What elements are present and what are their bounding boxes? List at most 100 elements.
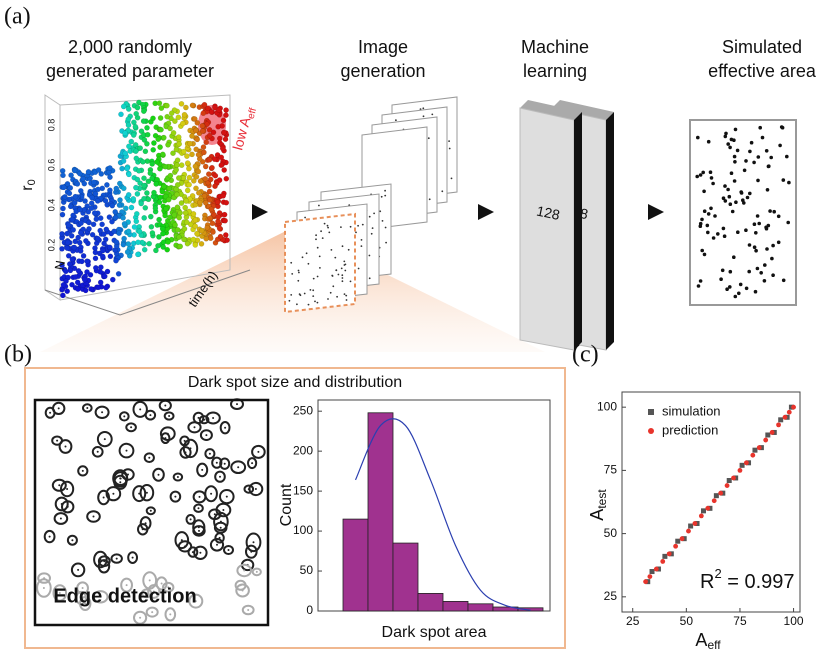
scatter3d-dot [207, 157, 212, 162]
scatter3d-dot [112, 229, 117, 234]
scatter3d-dot [82, 181, 87, 186]
edge-core [60, 518, 62, 520]
x-tick-label: 25 [626, 614, 640, 628]
scatter3d-dot [164, 103, 169, 108]
edge-core [224, 427, 226, 429]
scatter3d-dot [113, 258, 118, 263]
sim-dot [759, 271, 763, 275]
layer-dot [304, 217, 306, 219]
scatter3d-dot [76, 268, 81, 273]
layer-dot [290, 294, 292, 296]
layer-dot [312, 289, 314, 291]
sim-dot [706, 224, 710, 228]
edge-core [220, 527, 222, 529]
sim-dot [721, 269, 725, 273]
scatter3d-dot [80, 176, 85, 181]
scatter3d-dot [184, 220, 189, 225]
layer-dot [362, 224, 364, 226]
sim-dot [744, 228, 748, 232]
point [757, 445, 762, 450]
scatter3d-dot [107, 188, 112, 193]
scatter3d-dot [118, 112, 123, 117]
sim-dot [785, 155, 789, 159]
scatter3d-dot [200, 123, 205, 128]
sim-dot [723, 234, 727, 238]
sim-dot [782, 178, 786, 182]
sim-dot [765, 247, 769, 251]
scatter3d-dot [181, 237, 186, 242]
scatter3d-dot [148, 171, 153, 176]
scatter3d-dot [224, 200, 229, 205]
edge-core [194, 426, 196, 428]
edge-core [146, 492, 148, 494]
scatter3d-dot [135, 177, 140, 182]
sim-dot [746, 196, 750, 200]
bar [468, 604, 493, 611]
scatter3d-dot [174, 192, 179, 197]
scatter3d-dot [215, 200, 220, 205]
layer-dot [310, 289, 312, 291]
point [675, 539, 680, 544]
point [647, 574, 652, 579]
scatter3d-dot [217, 136, 222, 141]
edge-core [205, 434, 207, 436]
layer-dot [448, 140, 450, 142]
edge-core [216, 462, 218, 464]
axis-label: r0 [19, 179, 38, 190]
scatter3d-dot [86, 220, 91, 225]
y-tick-label: 100 [293, 523, 313, 537]
edge-core [242, 590, 244, 592]
step-titles: 2,000 randomly generated parameter Image… [46, 37, 817, 81]
layer-dot [317, 302, 319, 304]
scatter3d-dot [223, 137, 228, 142]
edge-core [251, 462, 253, 464]
sim-dot [734, 295, 738, 299]
scatter3d-dot [100, 222, 105, 227]
scatter3d-dot [107, 215, 112, 220]
sim-dot [767, 165, 771, 169]
scatter3d-dot [142, 247, 147, 252]
layer-dot [318, 205, 320, 207]
layer-dot [314, 301, 316, 303]
y-tick-label: 200 [293, 443, 313, 457]
sim-dot [787, 181, 791, 185]
layer-dot [313, 278, 315, 280]
scatter3d-dot [110, 203, 115, 208]
annotation-main: R [700, 571, 714, 593]
scatter3d-dot [223, 113, 228, 118]
scatter3d-dot [73, 274, 78, 279]
sim-dot [716, 232, 720, 236]
scatter3d-dot [171, 130, 176, 135]
edge-core [184, 545, 186, 547]
y-tick-label: 100 [597, 399, 617, 413]
sim-dot [722, 196, 726, 200]
scatter3d-dot [186, 166, 191, 171]
panel-label: (b) [4, 342, 32, 368]
point [667, 551, 672, 556]
layer-dot [449, 148, 451, 150]
layer-dot [369, 216, 371, 218]
scatter3d-dot [123, 206, 128, 211]
layer-dot [289, 300, 291, 302]
scatter3d-dot [96, 167, 101, 172]
scatter3d-dot [189, 152, 194, 157]
scatter3d-dot [157, 217, 162, 222]
edge-core [151, 611, 153, 613]
layer-dot [317, 247, 319, 249]
sim-dot [750, 141, 754, 145]
scatter3d-dot [117, 197, 122, 202]
layer-dot [327, 227, 329, 229]
panel-title: Dark spot size and distribution [188, 374, 402, 391]
scatter3d-dot [216, 214, 221, 219]
scatter3d-dot [158, 127, 163, 132]
scatter3d-dot [177, 215, 182, 220]
edge-core [226, 496, 228, 498]
scatter3d-dot [78, 188, 83, 193]
sim-dot [734, 200, 738, 204]
y-axis-label: Atest [587, 489, 609, 521]
legend-label: prediction [662, 422, 718, 437]
scatter3d-dot [139, 201, 144, 206]
scatter3d-dot [224, 108, 229, 113]
scatter3d-dot [202, 102, 207, 107]
edge-core [103, 497, 105, 499]
